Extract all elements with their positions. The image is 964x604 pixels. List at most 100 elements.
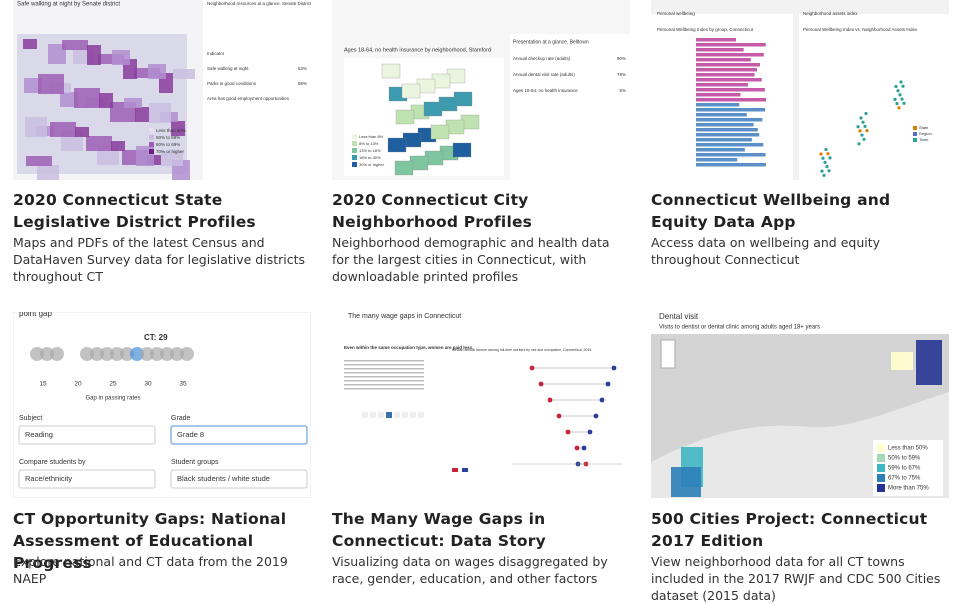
bar (696, 68, 757, 72)
female-dot (547, 397, 553, 403)
thumbnail[interactable]: The many wage gaps in Connecticut Even wi… (332, 312, 630, 498)
card-title[interactable]: 2020 Connecticut State Legislative Distr… (13, 191, 256, 231)
thumb-text: Grade 8 (177, 430, 204, 439)
scatter-dot (899, 80, 903, 84)
scatter-dot (822, 173, 826, 177)
scatter-dot (898, 93, 902, 97)
thumbnail[interactable]: Safe walking at night by Senate district… (13, 0, 311, 180)
bar (696, 158, 738, 162)
scatter-dot (825, 165, 829, 169)
thumbnail[interactable]: Dental visit Visits to dentist or dental … (651, 312, 949, 498)
card-description: Access data on wellbeing and equity thro… (651, 235, 881, 267)
legend-swatch (913, 138, 917, 142)
thumbnail[interactable]: point gap CT: 29 15 20 25 30 35 Gap in passing … (13, 312, 311, 498)
district (48, 44, 66, 64)
bar (696, 38, 736, 42)
bar (696, 138, 752, 142)
pager (410, 412, 416, 418)
thumb-text: 78% (617, 72, 626, 77)
card-title[interactable]: The Many Wage Gaps in Connecticut: Data … (332, 510, 546, 550)
key-m (462, 468, 468, 472)
thumb-text: 53% (298, 66, 307, 71)
select (18, 425, 156, 445)
bar (696, 73, 755, 77)
bar (696, 123, 754, 127)
male-dot (581, 445, 587, 451)
card-title[interactable]: CT Opportunity Gaps: National Assessment… (13, 510, 287, 572)
thumb-text: Personal Wellbeing Index vs. Neighborhoo… (803, 27, 918, 32)
district (149, 103, 171, 123)
scatter-dot (902, 101, 906, 105)
thumb-text: Even within the same occupation type, wo… (344, 345, 473, 350)
legend-swatch (913, 126, 917, 130)
thumb-text: State (919, 125, 929, 130)
district (24, 78, 42, 93)
card-title[interactable]: 2020 Connecticut City Neighborhood Profi… (332, 191, 533, 231)
neighborhood (423, 101, 443, 117)
scatter-dot (863, 124, 867, 128)
card-title[interactable]: Connecticut Wellbeing and Equity Data Ap… (651, 191, 891, 231)
legend-swatch (877, 454, 885, 462)
card-description: Maps and PDFs of the latest Census and D… (13, 235, 306, 284)
thumb-text: Annual checkup rate (adults) (513, 56, 571, 61)
zoom (660, 339, 676, 369)
legend-swatch (877, 464, 885, 472)
thumb-text: 60% to 69% (156, 142, 180, 147)
legend-swatch (877, 444, 885, 452)
thumb-text: 50% to 59% (156, 135, 180, 140)
thumb-text: Town (919, 137, 928, 142)
thumb-text: 67% to 75% (888, 476, 921, 482)
dot (90, 347, 104, 361)
legend-swatch (352, 141, 357, 146)
para-line (344, 360, 424, 362)
dot (120, 347, 134, 361)
neighborhood (387, 137, 407, 153)
scatter-dot (893, 97, 897, 101)
panel (332, 312, 630, 498)
district (50, 122, 76, 137)
thumbnail[interactable]: Ages 18-64, no health insurance by neigh… (332, 0, 630, 180)
pager (370, 412, 376, 418)
scatter-dot (826, 152, 830, 156)
scatter-dot (823, 160, 827, 164)
legend-swatch (352, 148, 357, 153)
thumb-text: 50% to 59% (888, 456, 921, 462)
tract-area (671, 467, 701, 497)
pager (386, 412, 392, 418)
scatter-dot (861, 120, 865, 124)
district (87, 45, 101, 65)
thumbnail[interactable]: Personal wellbeing Neighborhood assets in… (651, 0, 949, 180)
dot (30, 347, 44, 361)
district (75, 127, 89, 137)
legend-swatch (352, 134, 357, 139)
legend-swatch (877, 484, 885, 492)
neighborhood (401, 83, 421, 99)
female-dot (565, 429, 571, 435)
scatter-dot (900, 97, 904, 101)
pager (378, 412, 384, 418)
dot (100, 347, 114, 361)
district (161, 151, 183, 166)
pager (418, 412, 424, 418)
bar (696, 148, 745, 152)
thumb-text: 20 (74, 381, 82, 388)
legend-swatch (149, 149, 154, 154)
scatter-dot (895, 102, 899, 106)
bar (696, 163, 766, 167)
tract-area (891, 352, 913, 370)
thumb-text: Area has good employment opportunities (207, 96, 290, 101)
thumb-text: 70% or higher (156, 149, 185, 154)
card-title[interactable]: 500 Cities Project: Connecticut 2017 Edi… (651, 510, 928, 550)
thumb-text: Less than 50% (156, 128, 186, 133)
legend-swatch (149, 142, 154, 147)
thumb-text: Parks in good conditions (207, 81, 257, 86)
dot (160, 347, 174, 361)
card-description: Visualizing data on wages disaggregated … (332, 554, 608, 586)
district (23, 39, 37, 49)
thumb-text: 25 (109, 381, 117, 388)
male-dot (599, 397, 605, 403)
district (62, 40, 88, 50)
thumb-text: point gap (19, 312, 52, 318)
bar (696, 128, 758, 132)
